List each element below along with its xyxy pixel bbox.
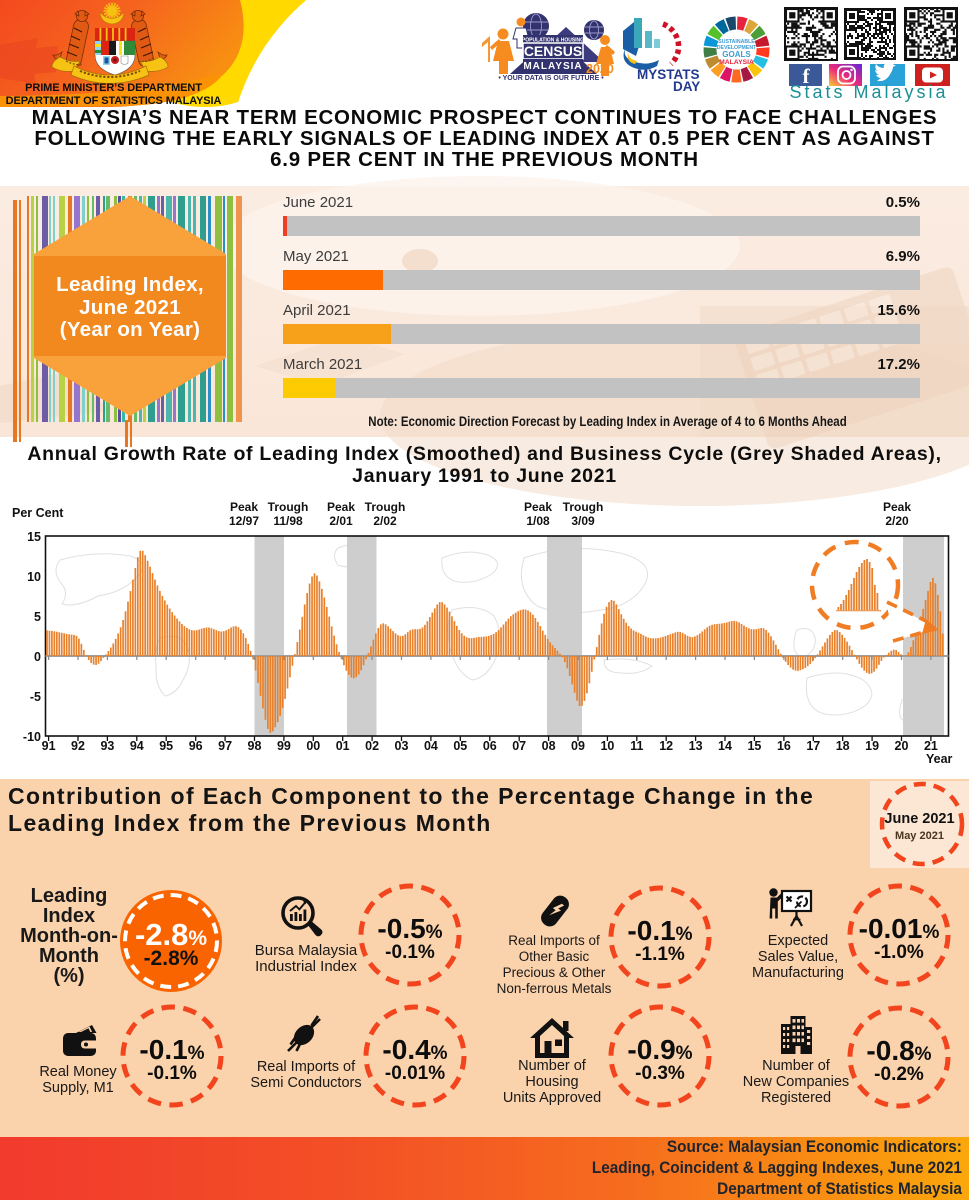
svg-text:97: 97 [218, 739, 232, 753]
svg-text:f: f [803, 64, 811, 88]
svg-text:94: 94 [130, 739, 144, 753]
svg-text:2/01: 2/01 [329, 514, 353, 528]
svg-text:07: 07 [512, 739, 526, 753]
svg-text:16: 16 [777, 739, 791, 753]
svg-text:SUSTAINABLE: SUSTAINABLE [718, 39, 755, 45]
svg-text:98: 98 [248, 739, 262, 753]
svg-text:92: 92 [71, 739, 85, 753]
svg-text:13: 13 [689, 739, 703, 753]
svg-text:5: 5 [34, 610, 41, 624]
svg-text:CENSUS: CENSUS [524, 43, 582, 59]
svg-text:Trough: Trough [563, 500, 604, 514]
svg-text:• YOUR DATA IS OUR FUTURE •: • YOUR DATA IS OUR FUTURE • [498, 75, 604, 82]
svg-text:MYSTATS: MYSTATS [637, 67, 700, 82]
svg-text:04: 04 [424, 739, 438, 753]
svg-text:2020: 2020 [586, 62, 614, 76]
svg-text:02: 02 [365, 739, 379, 753]
svg-text:91: 91 [42, 739, 56, 753]
svg-text:2/02: 2/02 [373, 514, 397, 528]
svg-text:18: 18 [836, 739, 850, 753]
svg-text:09: 09 [571, 739, 585, 753]
svg-text:10: 10 [600, 739, 614, 753]
svg-text:Peak: Peak [524, 500, 552, 514]
svg-text:96: 96 [189, 739, 203, 753]
svg-text:Peak: Peak [883, 500, 911, 514]
svg-text:20: 20 [895, 739, 909, 753]
svg-text:0: 0 [34, 650, 41, 664]
svg-text:11/98: 11/98 [273, 514, 303, 528]
svg-text:MALAYSIA: MALAYSIA [523, 61, 582, 72]
svg-text:-10: -10 [23, 730, 41, 744]
svg-text:3/09: 3/09 [571, 514, 595, 528]
svg-text:93: 93 [100, 739, 114, 753]
svg-text:Per Cent: Per Cent [12, 506, 64, 520]
svg-text:DAY: DAY [673, 79, 700, 94]
svg-text:01: 01 [336, 739, 350, 753]
svg-text:MALAYSIA: MALAYSIA [719, 59, 754, 66]
svg-text:10: 10 [27, 570, 41, 584]
svg-text:15: 15 [27, 530, 41, 544]
svg-text:19: 19 [865, 739, 879, 753]
svg-text:11: 11 [630, 739, 643, 753]
svg-text:Stats Malaysia: Stats Malaysia [789, 82, 948, 102]
svg-text:05: 05 [453, 739, 467, 753]
svg-text:21: 21 [924, 739, 938, 753]
svg-text:POPULATION & HOUSING: POPULATION & HOUSING [522, 38, 584, 44]
svg-text:GOALS: GOALS [722, 50, 751, 59]
svg-text:2/20: 2/20 [885, 514, 909, 528]
svg-text:08: 08 [542, 739, 556, 753]
svg-text:Trough: Trough [268, 500, 309, 514]
svg-text:00: 00 [306, 739, 320, 753]
svg-text:Peak: Peak [327, 500, 355, 514]
svg-text:Trough: Trough [365, 500, 406, 514]
svg-text:Peak: Peak [230, 500, 258, 514]
svg-text:14: 14 [718, 739, 732, 753]
svg-text:Year: Year [926, 752, 953, 766]
svg-text:15: 15 [747, 739, 761, 753]
svg-text:DEVELOPMENT: DEVELOPMENT [717, 45, 757, 51]
svg-text:-5: -5 [30, 690, 41, 704]
svg-text:99: 99 [277, 739, 291, 753]
svg-text:95: 95 [159, 739, 173, 753]
svg-text:12/97: 12/97 [229, 514, 259, 528]
svg-text:03: 03 [395, 739, 409, 753]
svg-text:17: 17 [806, 739, 820, 753]
svg-text:1/08: 1/08 [526, 514, 550, 528]
svg-text:06: 06 [483, 739, 497, 753]
svg-text:12: 12 [659, 739, 673, 753]
